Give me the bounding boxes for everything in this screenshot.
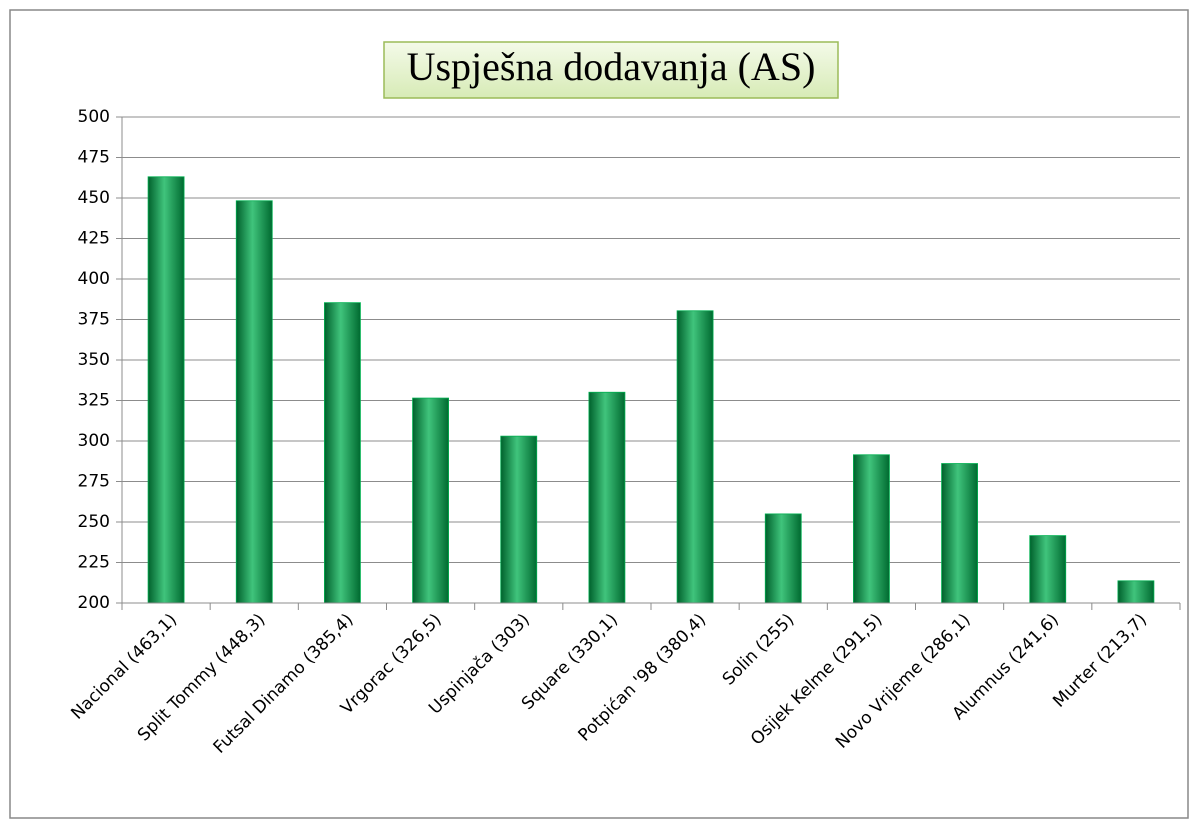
bar [147, 176, 185, 604]
bar [412, 397, 449, 604]
y-tick-label: 400 [78, 269, 110, 289]
y-tick-label: 225 [78, 553, 110, 573]
bar [676, 310, 714, 604]
title-box [383, 41, 839, 99]
y-tick-label: 300 [78, 431, 110, 451]
y-tick-label: 325 [78, 391, 110, 411]
chart-title: Uspješna dodavanja (AS) [407, 44, 816, 89]
y-tick-label: 500 [78, 107, 110, 127]
bar [764, 513, 802, 604]
bar [1117, 580, 1155, 604]
y-tick-label: 375 [78, 310, 110, 330]
y-tick-label: 450 [78, 188, 110, 208]
y-tick-label: 275 [78, 472, 110, 492]
y-tick-label: 425 [78, 229, 110, 249]
y-tick-label: 250 [78, 512, 110, 532]
bar [1029, 535, 1067, 604]
bar [500, 435, 538, 604]
bar [588, 391, 626, 604]
y-tick-label: 200 [78, 593, 110, 613]
bar [853, 454, 890, 604]
y-tick-label: 350 [78, 350, 110, 370]
bar [941, 463, 978, 604]
bar [235, 200, 273, 604]
y-tick-label: 475 [78, 148, 110, 168]
bar [324, 302, 361, 604]
